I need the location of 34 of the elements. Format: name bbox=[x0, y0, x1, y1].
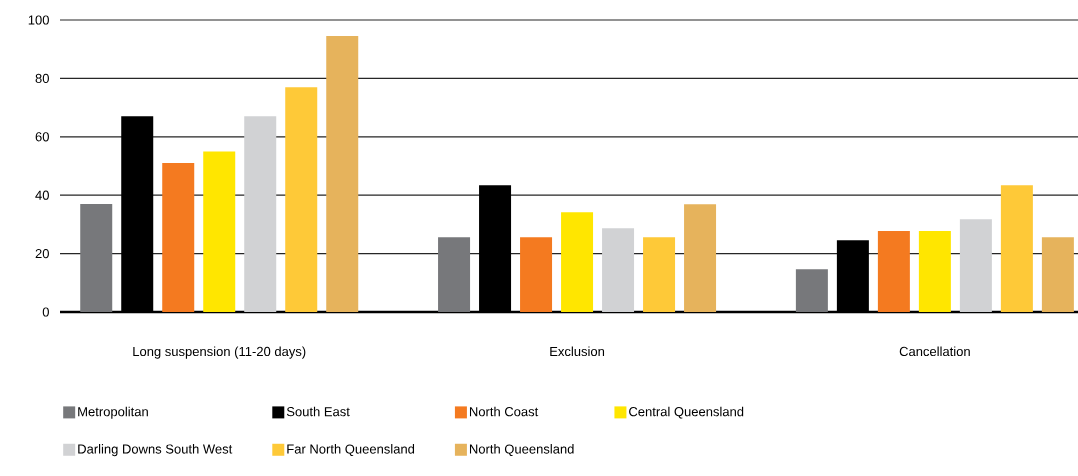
bar bbox=[162, 163, 195, 312]
bar bbox=[918, 231, 951, 312]
legend-label: Darling Downs South West bbox=[78, 444, 233, 457]
legend-label: Central Queensland bbox=[629, 406, 744, 419]
bar bbox=[80, 203, 113, 312]
x-tick-label: Exclusion bbox=[550, 346, 605, 357]
bar bbox=[959, 219, 992, 312]
x-tick-label: Cancellation bbox=[899, 346, 970, 357]
legend-label: North Queensland bbox=[469, 444, 574, 456]
y-tick-label: 0 bbox=[42, 307, 49, 317]
bar bbox=[285, 87, 318, 312]
bar bbox=[1000, 185, 1033, 312]
bar bbox=[326, 36, 359, 312]
bar bbox=[438, 237, 471, 312]
bar bbox=[1041, 237, 1074, 312]
legend-label: North Coast bbox=[469, 406, 539, 417]
bar bbox=[561, 212, 594, 312]
y-tick-label: 80 bbox=[35, 73, 49, 83]
bar bbox=[643, 237, 676, 312]
x-tick-label: Long suspension (11-20 days) bbox=[133, 346, 306, 359]
legend-label: South East bbox=[286, 406, 350, 417]
y-tick-label: 20 bbox=[35, 249, 49, 259]
bar bbox=[795, 269, 828, 312]
bar bbox=[684, 204, 717, 312]
y-tick-label: 60 bbox=[35, 132, 49, 142]
legend-label: Far North Queensland bbox=[287, 444, 415, 456]
legend-label: Metropolitan bbox=[78, 406, 148, 419]
y-tick-label: 100 bbox=[28, 15, 49, 25]
bar bbox=[602, 228, 635, 312]
bar bbox=[244, 116, 277, 312]
bar bbox=[520, 237, 553, 312]
y-tick-label: 40 bbox=[35, 190, 49, 200]
bar bbox=[203, 151, 236, 312]
bar bbox=[877, 231, 910, 312]
